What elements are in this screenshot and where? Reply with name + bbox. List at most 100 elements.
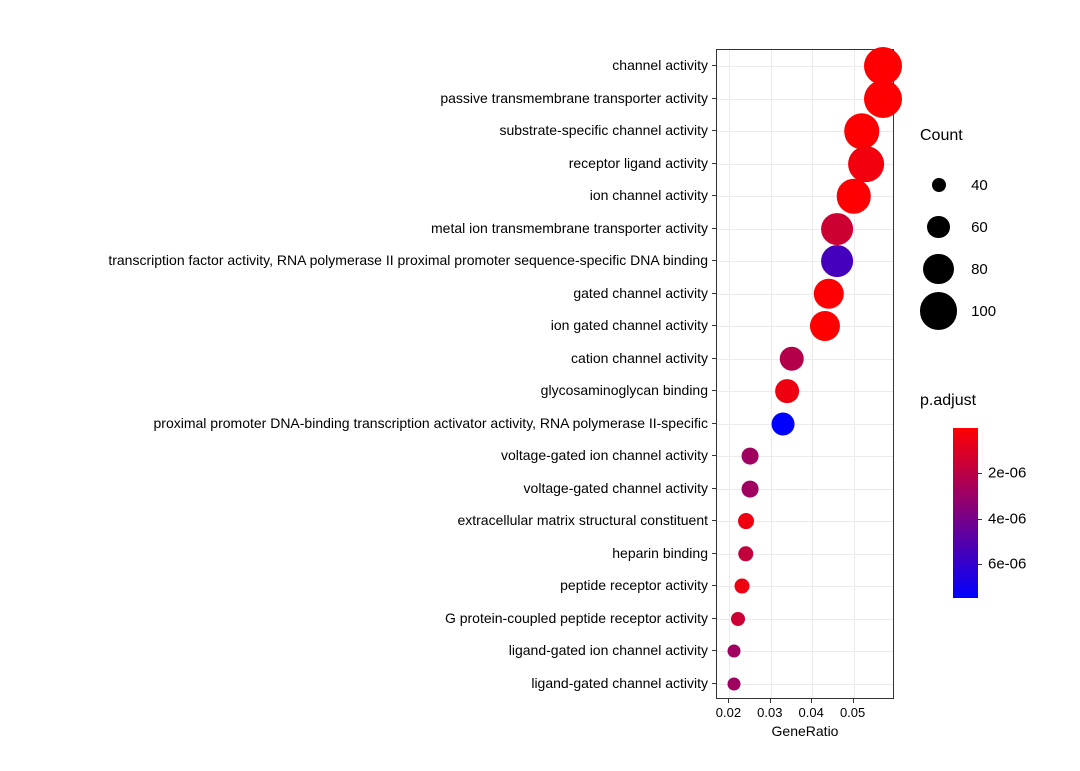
y-tick-label: peptide receptor activity [560,577,708,593]
x-tick-label: 0.04 [799,705,824,720]
size-legend-label: 80 [971,261,988,278]
y-tick [712,98,716,99]
y-tick [712,195,716,196]
y-tick [712,130,716,131]
data-point [738,546,753,561]
x-tick [770,699,771,703]
y-tick [712,650,716,651]
data-point [727,645,740,658]
colorbar-label: 2e-06 [988,465,1026,482]
y-tick-label: cation channel activity [571,350,708,366]
size-legend-dot [923,254,953,284]
plot-panel [716,49,894,699]
size-legend-title: Count [920,127,963,145]
y-tick [712,325,716,326]
y-tick [712,585,716,586]
size-legend-dot [932,178,946,192]
size-legend-dot [927,216,950,239]
data-point [727,677,740,690]
data-point [844,114,879,149]
y-tick [712,260,716,261]
y-tick-label: glycosaminoglycan binding [541,382,708,398]
x-tick [811,699,812,703]
y-tick [712,358,716,359]
colorbar-label: 4e-06 [988,510,1026,527]
y-tick [712,228,716,229]
y-tick-label: gated channel activity [573,285,708,301]
y-tick [712,553,716,554]
y-tick-label: ion gated channel activity [551,317,708,333]
data-point [772,412,795,435]
data-point [836,179,871,214]
x-tick-label: 0.03 [757,705,782,720]
data-point [810,311,840,341]
x-axis-title: GeneRatio [772,723,839,739]
size-legend-item: 100 [920,291,996,331]
y-tick [712,163,716,164]
y-tick-label: transcription factor activity, RNA polym… [108,252,708,268]
size-legend-item: 80 [920,249,988,289]
data-point [814,279,844,309]
y-tick-label: passive transmembrane transporter activi… [440,90,708,106]
gridline-vertical [771,50,772,698]
colorbar [953,428,978,598]
data-point [742,448,759,465]
colorbar-label: 6e-06 [988,555,1026,572]
dotplot-chart: channel activity passive transmembrane tr… [0,0,1080,771]
x-tick [853,699,854,703]
size-legend-item: 60 [920,207,988,247]
gridline-horizontal [717,229,893,230]
y-tick-label: G protein-coupled peptide receptor activ… [445,610,708,626]
colorbar-tick [978,519,982,520]
x-tick [728,699,729,703]
y-tick-label: voltage-gated ion channel activity [501,447,708,463]
gridline-vertical [729,50,730,698]
y-tick [712,293,716,294]
size-legend-dot [920,292,957,329]
y-tick [712,683,716,684]
x-tick-label: 0.02 [716,705,741,720]
data-point [734,579,749,594]
gridline-horizontal [717,684,893,685]
data-point [776,379,800,403]
gridline-horizontal [717,294,893,295]
data-point [731,612,745,626]
y-tick [712,488,716,489]
y-tick [712,390,716,391]
data-point [779,346,804,371]
y-tick-label: heparin binding [612,545,708,561]
y-tick-label: ligand-gated ion channel activity [509,642,708,658]
y-tick-label: voltage-gated channel activity [524,480,708,496]
y-tick-label: ion channel activity [590,187,708,203]
y-tick [712,455,716,456]
size-legend-label: 100 [971,303,996,320]
size-legend-label: 40 [971,177,988,194]
gridline-horizontal [717,651,893,652]
y-tick-label: extracellular matrix structural constitu… [457,512,708,528]
y-tick-label: metal ion transmembrane transporter acti… [431,220,708,236]
gridline-horizontal [717,261,893,262]
gridline-horizontal [717,359,893,360]
data-point [821,245,853,277]
data-point [848,146,884,182]
y-tick-label: substrate-specific channel activity [499,122,708,138]
gridline-horizontal [717,391,893,392]
y-tick-label: receptor ligand activity [569,155,708,171]
data-point [864,80,902,118]
size-legend-item: 40 [920,165,988,205]
data-point [742,480,759,497]
size-legend-label: 60 [971,219,988,236]
y-tick-label: ligand-gated channel activity [531,675,708,691]
colorbar-tick [978,473,982,474]
color-legend-title: p.adjust [920,392,976,410]
y-tick [712,423,716,424]
colorbar-tick [978,564,982,565]
y-tick [712,618,716,619]
gridline-horizontal [717,424,893,425]
data-point [738,513,754,529]
y-tick-label: channel activity [612,57,708,73]
x-tick-label: 0.05 [840,705,865,720]
data-point [821,213,853,245]
y-tick [712,520,716,521]
y-tick [712,65,716,66]
